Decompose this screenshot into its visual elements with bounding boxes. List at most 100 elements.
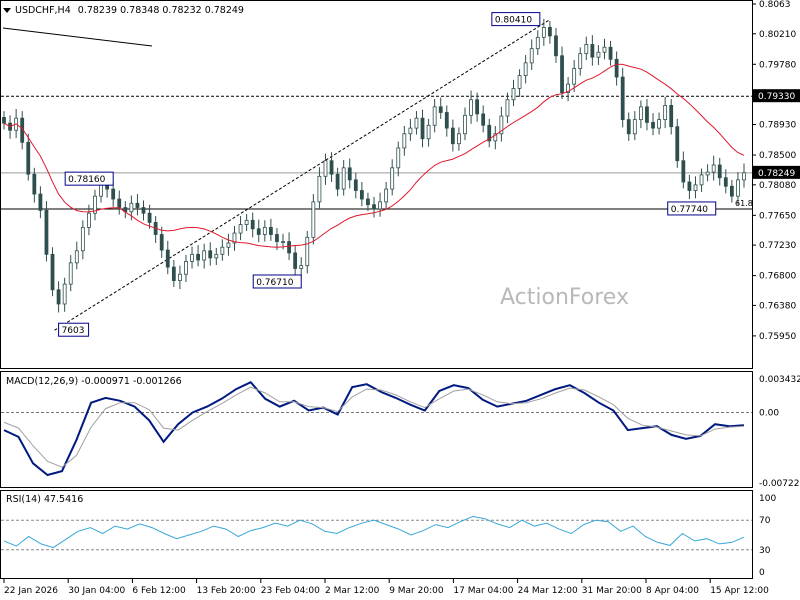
- candle-body: [578, 53, 583, 69]
- price-annotation-label: 0.76710: [256, 278, 293, 288]
- channel-line: [54, 19, 551, 331]
- candle-body: [396, 147, 401, 169]
- price-annotation-label: 0.78160: [68, 175, 105, 185]
- candle-body: [305, 236, 310, 267]
- fib-label: 61.8: [735, 199, 753, 208]
- candle-body: [190, 253, 194, 262]
- macd-panel-frame: [0, 371, 753, 488]
- price-annotation-box: [667, 201, 717, 216]
- price-annotation-box: [58, 322, 90, 337]
- candle-body: [353, 179, 358, 191]
- candle-body: [390, 167, 395, 190]
- macd-line: [3, 380, 745, 477]
- candle-body: [414, 117, 419, 129]
- rsi-line: [3, 515, 745, 549]
- candle-body: [457, 133, 461, 145]
- candle-body: [669, 105, 674, 128]
- candle-body: [420, 117, 425, 140]
- price-tick-label: 0.78930: [759, 121, 796, 131]
- candle-body: [444, 112, 449, 129]
- x-tick-label: 22 Jan 2026: [4, 586, 58, 596]
- candle-body: [481, 113, 486, 126]
- candle-body: [560, 55, 564, 94]
- candle-body: [323, 160, 328, 177]
- candle-body: [171, 266, 176, 281]
- candle-body: [645, 106, 649, 123]
- x-tick-label: 15 Apr 12:00: [710, 586, 769, 596]
- macd-layer: 0.003432 0.00 -0.007223: [1, 375, 800, 489]
- candle-body: [178, 273, 182, 281]
- candle-body: [729, 185, 734, 197]
- price-annotation-label: 7603: [62, 326, 85, 336]
- candle-body: [493, 133, 498, 142]
- candle-body: [129, 202, 134, 213]
- x-tick-label: 23 Feb 04:00: [261, 586, 320, 596]
- trend-channel: [54, 19, 551, 331]
- price-tag-bg: [753, 89, 800, 103]
- price-tick-label: 0.8063: [759, 0, 791, 10]
- macd-tick-label: 0.003432: [759, 375, 800, 385]
- x-tick-label: 9 Mar 20:00: [389, 586, 444, 596]
- candle-body: [117, 198, 122, 208]
- price-tag-bg: [753, 165, 800, 179]
- price-tick-label: 0.79780: [759, 60, 796, 70]
- price-annotation-label: 0.77740: [671, 205, 708, 215]
- candle-body: [232, 232, 237, 244]
- ohlc-values: 0.78239 0.78348 0.78232 0.78249: [78, 5, 244, 16]
- price-axis: 0.80630.802100.797800.793500.789300.7850…: [752, 0, 800, 342]
- candle-body: [717, 164, 722, 179]
- candle-body: [742, 172, 746, 181]
- candle-body: [463, 114, 467, 135]
- candle-body: [80, 226, 85, 252]
- candle-body: [651, 122, 655, 129]
- candle-body: [384, 188, 389, 203]
- candle-body: [402, 133, 407, 149]
- candle-body: [159, 234, 164, 251]
- candle-body: [287, 241, 291, 254]
- candle-body: [408, 127, 413, 135]
- rsi-tick-label: 100: [759, 494, 776, 504]
- candle-body: [220, 246, 225, 255]
- triangle-down-icon[interactable]: [3, 8, 11, 13]
- price-tick-label: 0.77650: [759, 211, 796, 221]
- candle-body: [293, 252, 298, 269]
- candle-body: [681, 160, 686, 183]
- candle-body: [184, 261, 188, 275]
- candle-body: [238, 224, 243, 234]
- candle-body: [275, 234, 279, 242]
- macd-signal-line: [3, 386, 745, 468]
- candle-body: [74, 250, 79, 264]
- candle-body: [602, 46, 607, 53]
- candle-body: [614, 58, 619, 78]
- candle-body: [693, 184, 698, 191]
- price-tick-label: 0.78500: [759, 151, 796, 161]
- candle-body: [517, 75, 522, 89]
- price-tick-label: 0.80210: [759, 30, 796, 40]
- moving-average: [3, 63, 745, 248]
- macd-title: MACD(12,26,9) -0.000971 -0.001266: [6, 376, 182, 387]
- candle-body: [56, 289, 61, 305]
- candle-body: [535, 36, 540, 50]
- rsi-tick-label: 0: [759, 568, 765, 578]
- candle-body: [632, 119, 637, 135]
- candle-body: [196, 253, 200, 261]
- candle-body: [378, 201, 382, 210]
- candle-body: [268, 226, 273, 235]
- candle-body: [2, 117, 6, 124]
- candle-body: [608, 46, 613, 60]
- candle-body: [299, 265, 304, 269]
- candle-body: [226, 242, 231, 248]
- candle-body: [26, 141, 31, 175]
- candle-body: [141, 207, 146, 214]
- candle-body: [523, 62, 528, 77]
- candle-body: [657, 119, 661, 129]
- candle-body: [250, 219, 255, 230]
- ma-line: [3, 63, 745, 248]
- price-tick-label: 0.78080: [759, 181, 796, 191]
- candle-body: [736, 179, 740, 197]
- candle-body: [62, 283, 67, 305]
- x-tick-label: 8 Apr 04:00: [646, 586, 699, 596]
- x-tick-label: 13 Feb 20:00: [197, 586, 256, 596]
- candle-body: [44, 209, 49, 255]
- candle-body: [262, 226, 267, 235]
